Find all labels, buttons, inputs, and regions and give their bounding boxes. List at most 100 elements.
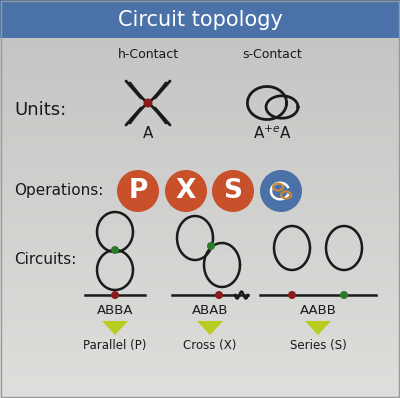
Bar xyxy=(0,266,400,267)
Bar xyxy=(0,95,400,96)
Bar xyxy=(0,360,400,361)
Bar xyxy=(0,295,400,296)
Bar xyxy=(0,208,400,209)
Bar xyxy=(0,118,400,119)
Bar xyxy=(0,143,400,144)
Bar xyxy=(0,274,400,275)
Bar xyxy=(0,280,400,281)
Bar xyxy=(0,240,400,241)
Bar xyxy=(0,379,400,380)
Bar xyxy=(0,140,400,141)
Bar xyxy=(0,381,400,382)
Bar xyxy=(0,205,400,206)
Text: Operations:: Operations: xyxy=(14,183,103,197)
Bar xyxy=(0,328,400,329)
Bar xyxy=(0,335,400,336)
Bar xyxy=(0,154,400,155)
Bar xyxy=(0,126,400,127)
Bar xyxy=(0,330,400,331)
Bar xyxy=(0,43,400,44)
Bar xyxy=(0,51,400,52)
Bar xyxy=(0,370,400,371)
Circle shape xyxy=(111,291,119,299)
Bar xyxy=(0,131,400,132)
Bar xyxy=(0,200,400,201)
Bar xyxy=(0,244,400,245)
Bar xyxy=(0,228,400,229)
Bar xyxy=(0,101,400,102)
Bar xyxy=(0,214,400,215)
Bar xyxy=(0,229,400,230)
Bar xyxy=(0,331,400,332)
Bar xyxy=(0,350,400,351)
Bar xyxy=(0,394,400,395)
Bar xyxy=(0,144,400,145)
Bar xyxy=(0,254,400,255)
Bar xyxy=(0,186,400,187)
Bar xyxy=(0,396,400,397)
Bar xyxy=(0,0,400,38)
Bar xyxy=(0,385,400,386)
Bar xyxy=(0,226,400,227)
Bar xyxy=(0,98,400,99)
Bar xyxy=(0,122,400,123)
Bar xyxy=(0,41,400,42)
Bar xyxy=(0,263,400,264)
Bar xyxy=(0,393,400,394)
Bar xyxy=(0,165,400,166)
Bar xyxy=(0,129,400,130)
Bar xyxy=(0,103,400,104)
Bar xyxy=(0,345,400,346)
Bar xyxy=(0,344,400,345)
Bar xyxy=(0,223,400,224)
Text: S: S xyxy=(224,178,242,204)
Bar xyxy=(0,160,400,161)
Bar xyxy=(0,76,400,77)
Bar xyxy=(0,262,400,263)
Bar xyxy=(0,313,400,314)
Bar xyxy=(0,173,400,174)
Bar xyxy=(0,77,400,78)
Bar xyxy=(0,133,400,134)
Bar xyxy=(0,272,400,273)
Bar xyxy=(0,142,400,143)
Bar xyxy=(0,134,400,135)
Bar xyxy=(0,108,400,109)
Bar xyxy=(0,125,400,126)
Bar xyxy=(0,178,400,179)
Bar xyxy=(0,269,400,270)
Bar xyxy=(0,316,400,317)
Circle shape xyxy=(212,170,254,212)
Bar xyxy=(0,185,400,186)
Bar xyxy=(0,247,400,248)
Bar xyxy=(0,364,400,365)
Bar xyxy=(0,102,400,103)
Bar xyxy=(0,281,400,282)
Bar xyxy=(0,273,400,274)
Bar xyxy=(0,310,400,311)
Text: A: A xyxy=(143,125,153,140)
Bar xyxy=(0,359,400,360)
Bar xyxy=(0,378,400,379)
Bar xyxy=(0,222,400,223)
Bar xyxy=(0,321,400,322)
Bar xyxy=(0,163,400,164)
Bar xyxy=(0,302,400,303)
Bar xyxy=(0,349,400,350)
Bar xyxy=(0,293,400,294)
Bar xyxy=(0,94,400,95)
Bar xyxy=(0,68,400,69)
Bar xyxy=(0,326,400,327)
Bar xyxy=(0,275,400,276)
Bar xyxy=(0,260,400,261)
Bar xyxy=(0,168,400,169)
Bar xyxy=(0,291,400,292)
Bar xyxy=(0,90,400,91)
Bar xyxy=(0,390,400,391)
Bar xyxy=(0,182,400,183)
Bar xyxy=(0,336,400,337)
Bar xyxy=(0,397,400,398)
Bar xyxy=(0,261,400,262)
Bar xyxy=(0,323,400,324)
Bar xyxy=(0,311,400,312)
